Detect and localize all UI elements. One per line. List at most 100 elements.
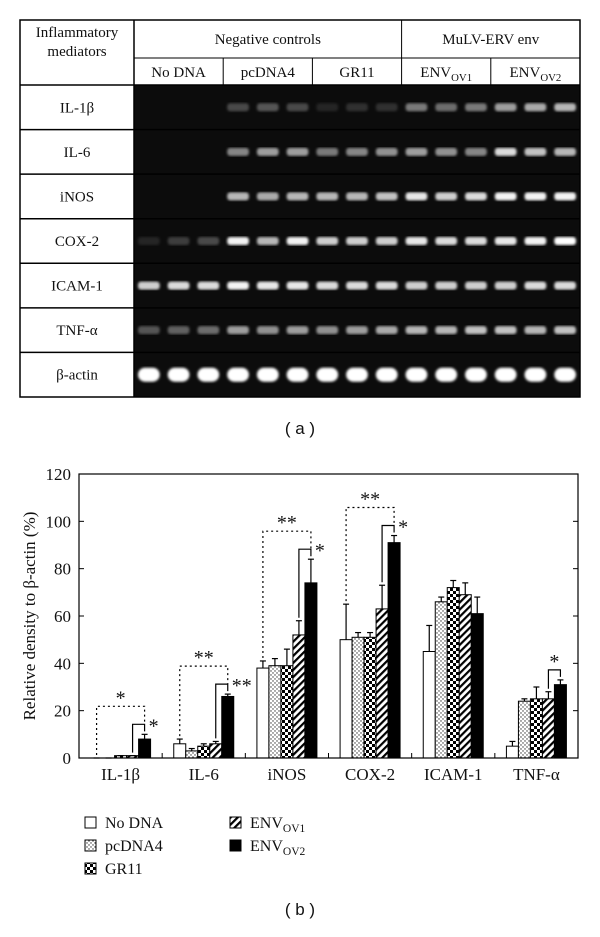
gel-row-label: iNOS bbox=[60, 189, 94, 205]
gel-band bbox=[494, 147, 517, 156]
gel-band bbox=[494, 192, 517, 201]
bar bbox=[304, 582, 318, 759]
gel-band bbox=[256, 103, 279, 112]
gel-band bbox=[256, 281, 279, 290]
gel-lane-label: ENVOV2 bbox=[509, 65, 561, 84]
gel-band bbox=[405, 281, 428, 290]
gel-band bbox=[138, 326, 160, 335]
bar bbox=[529, 698, 543, 759]
bar bbox=[138, 738, 152, 759]
gel-band bbox=[405, 326, 428, 335]
gel-band bbox=[227, 281, 249, 290]
gel-band bbox=[554, 103, 576, 112]
gel-band bbox=[346, 281, 368, 290]
gel-band bbox=[346, 192, 368, 201]
gel-band bbox=[256, 237, 279, 245]
gel-band bbox=[227, 147, 249, 156]
significance-label: ** bbox=[277, 512, 297, 534]
gel-band bbox=[554, 192, 576, 201]
bar bbox=[209, 743, 223, 759]
significance-bracket bbox=[298, 548, 312, 618]
significance-label: * bbox=[116, 687, 126, 709]
gel-band bbox=[465, 367, 487, 382]
gel-band bbox=[554, 147, 576, 156]
gel-band bbox=[167, 237, 190, 245]
legend-label: pcDNA4 bbox=[105, 838, 163, 855]
legend-swatch bbox=[84, 862, 97, 875]
bar bbox=[185, 750, 199, 759]
gel-band bbox=[316, 192, 339, 201]
gel-band bbox=[316, 147, 339, 156]
gel-band bbox=[435, 192, 458, 201]
bar bbox=[470, 613, 484, 759]
gel-row-header: Inflammatory mediators bbox=[36, 25, 119, 60]
gel-band bbox=[465, 147, 487, 156]
gel-band bbox=[227, 237, 249, 245]
gel-band bbox=[286, 237, 309, 245]
gel-band bbox=[197, 237, 220, 245]
gel-band bbox=[167, 367, 190, 382]
x-tick-label: IL-1β bbox=[101, 765, 140, 784]
gel-band bbox=[405, 237, 428, 245]
legend-swatch bbox=[84, 816, 97, 829]
gel-band bbox=[316, 237, 339, 245]
gel-band bbox=[256, 147, 279, 156]
gel-band bbox=[227, 326, 249, 335]
gel-row-label: β-actin bbox=[56, 368, 98, 384]
gel-band bbox=[465, 237, 487, 245]
y-tick-label: 20 bbox=[54, 702, 71, 721]
gel-frame bbox=[19, 19, 581, 398]
gel-band bbox=[554, 281, 576, 290]
x-tick-label: TNF-α bbox=[513, 765, 560, 784]
gel-band bbox=[256, 326, 279, 335]
significance-bracket bbox=[262, 530, 312, 658]
gel-band bbox=[554, 237, 576, 245]
gel-band bbox=[346, 367, 368, 382]
x-tick-label: iNOS bbox=[268, 765, 307, 784]
panel-label: ( a ) bbox=[285, 419, 315, 438]
gel-band bbox=[138, 237, 160, 245]
x-tick-label: IL-6 bbox=[189, 765, 219, 784]
significance-bracket bbox=[215, 683, 229, 739]
gel-band bbox=[375, 326, 398, 335]
gel-band bbox=[375, 237, 398, 245]
gel-band bbox=[138, 281, 160, 290]
gel-band bbox=[494, 103, 517, 112]
gel-band bbox=[375, 103, 398, 112]
legend-swatch bbox=[84, 839, 97, 852]
y-tick-label: 80 bbox=[54, 560, 71, 579]
gel-band bbox=[286, 192, 309, 201]
gel-band bbox=[465, 281, 487, 290]
gel-band bbox=[346, 103, 368, 112]
bar bbox=[292, 634, 306, 759]
gel-band bbox=[256, 367, 279, 382]
gel-band bbox=[405, 192, 428, 201]
gel-band bbox=[435, 237, 458, 245]
significance-label: ** bbox=[360, 489, 380, 511]
gel-band bbox=[256, 192, 279, 201]
gel-row-label: IL-6 bbox=[64, 145, 91, 161]
gel-band bbox=[286, 281, 309, 290]
bar bbox=[375, 608, 389, 759]
gel-band bbox=[405, 147, 428, 156]
gel-group-label: MuLV-ERV env bbox=[442, 32, 540, 48]
bar bbox=[553, 684, 567, 759]
x-tick-label: ICAM-1 bbox=[424, 765, 483, 784]
gel-lane-label: GR11 bbox=[339, 65, 374, 81]
bar bbox=[458, 594, 472, 759]
significance-label: * bbox=[549, 651, 559, 673]
significance-bracket bbox=[95, 705, 146, 755]
gel-band bbox=[524, 147, 547, 156]
significance-bracket bbox=[381, 524, 395, 583]
gel-band bbox=[465, 103, 487, 112]
y-tick-label: 60 bbox=[54, 607, 71, 626]
gel-band bbox=[286, 147, 309, 156]
gel-band bbox=[435, 281, 458, 290]
gel-band bbox=[346, 147, 368, 156]
gel-band bbox=[494, 326, 517, 335]
gel-band bbox=[524, 192, 547, 201]
bar bbox=[446, 587, 460, 759]
gel-row-label: ICAM-1 bbox=[51, 279, 103, 295]
gel-band bbox=[346, 237, 368, 245]
